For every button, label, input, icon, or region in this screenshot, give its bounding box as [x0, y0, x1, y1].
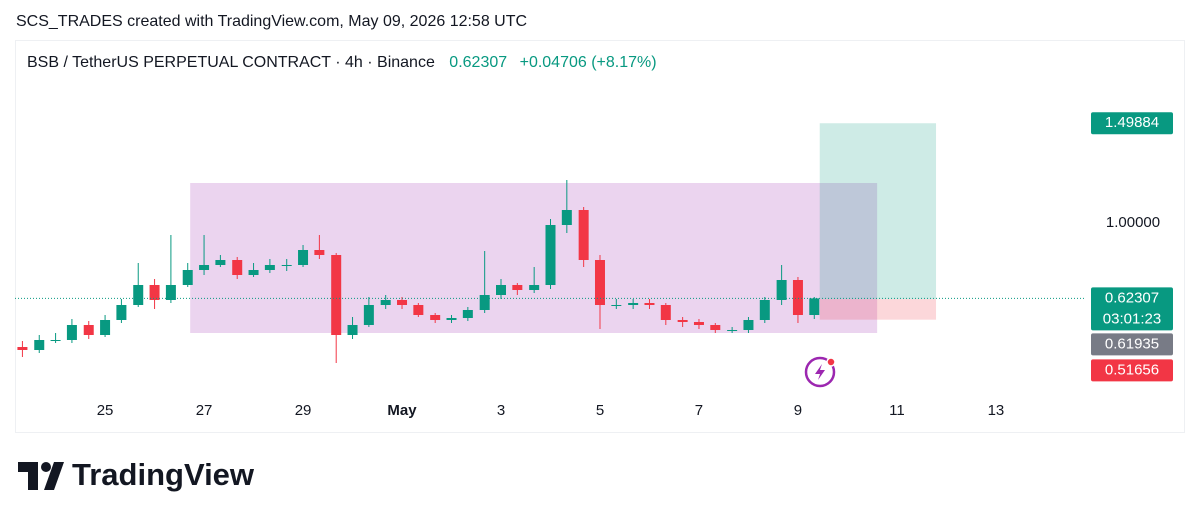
candle-body — [776, 280, 787, 300]
candle-body — [660, 305, 671, 320]
chart-frame — [15, 40, 1185, 433]
candle-body — [594, 260, 605, 305]
candle-body — [347, 325, 358, 335]
candle-body — [644, 303, 655, 305]
x-tick-label: 3 — [497, 402, 505, 419]
entry-label: 0.61935 — [1105, 335, 1159, 352]
candle-body — [578, 210, 589, 260]
x-tick-label: May — [387, 402, 417, 419]
candle-body — [100, 320, 111, 335]
target-zone — [819, 123, 937, 300]
brand: TradingView — [72, 457, 255, 492]
last-price: 0.62307 — [449, 54, 507, 71]
candle-body — [545, 225, 556, 285]
candle-body — [561, 210, 572, 225]
candle-body — [727, 330, 738, 331]
candle-body — [182, 270, 193, 285]
candle-body — [331, 255, 342, 335]
candle-body — [809, 298, 820, 315]
x-tick-label: 27 — [196, 402, 213, 419]
candle-body — [149, 285, 160, 300]
candle-body — [50, 340, 61, 341]
x-tick-label: 29 — [295, 402, 312, 419]
x-tick-label: 5 — [596, 402, 604, 419]
candle-body — [165, 285, 176, 300]
candle-body — [446, 318, 457, 320]
candle-body — [314, 250, 325, 255]
candle-body — [363, 305, 374, 325]
plot — [15, 123, 1085, 363]
candle-body — [133, 285, 144, 305]
x-tick-label: 9 — [794, 402, 802, 419]
candle-body — [34, 340, 45, 350]
candle-body — [693, 322, 704, 325]
range-box — [190, 183, 878, 333]
candle-body — [83, 325, 94, 335]
candle-body — [512, 285, 523, 290]
candle-body — [792, 280, 803, 315]
candle-body — [759, 300, 770, 320]
candle-body — [496, 285, 507, 295]
last-price-label: 03:01:23 — [1103, 310, 1161, 327]
last-price-label: 0.62307 — [1105, 289, 1159, 306]
candle-body — [430, 315, 441, 320]
candle-body — [710, 325, 721, 330]
x-tick-label: 11 — [889, 402, 905, 419]
stop-zone — [819, 299, 937, 320]
chart-title: BSB / TetherUS PERPETUAL CONTRACT · 4h ·… — [27, 54, 657, 71]
candle-body — [397, 300, 408, 305]
stop-label-box — [1091, 359, 1173, 382]
x-tick-label: 7 — [695, 402, 703, 419]
candle-body — [116, 305, 127, 320]
candle-body — [462, 310, 473, 318]
candle-body — [17, 347, 28, 350]
x-tick-label: 25 — [97, 402, 114, 419]
candle-body — [232, 260, 243, 275]
candle-body — [529, 285, 540, 290]
candle-body — [413, 305, 424, 315]
candle-body — [677, 320, 688, 322]
candle-body — [66, 325, 77, 340]
y-tick-label: 1.00000 — [1106, 214, 1160, 231]
credit: SCS_TRADES created with TradingView.com,… — [16, 13, 527, 30]
target-label: 1.49884 — [1105, 114, 1159, 131]
symbol: BSB / TetherUS PERPETUAL CONTRACT · 4h ·… — [27, 54, 435, 71]
flash-icon — [804, 356, 836, 388]
candle-body — [199, 265, 210, 270]
candle-body — [215, 260, 226, 265]
last-price-label-box — [1091, 287, 1173, 331]
target-label-box — [1091, 112, 1173, 135]
logo-mark — [18, 462, 64, 490]
candle-body — [264, 265, 275, 270]
candle-body — [281, 265, 292, 266]
candle-body — [298, 250, 309, 265]
stop-label: 0.51656 — [1105, 361, 1159, 378]
entry-label-box — [1091, 333, 1173, 356]
candle-body — [611, 305, 622, 306]
candle-body — [248, 270, 259, 275]
candle-body — [743, 320, 754, 330]
change: +0.04706 (+8.17%) — [520, 54, 657, 71]
candle-body — [628, 303, 639, 305]
x-tick-label: 13 — [988, 402, 1005, 419]
candle-body — [380, 300, 391, 305]
candle-body — [479, 295, 490, 310]
